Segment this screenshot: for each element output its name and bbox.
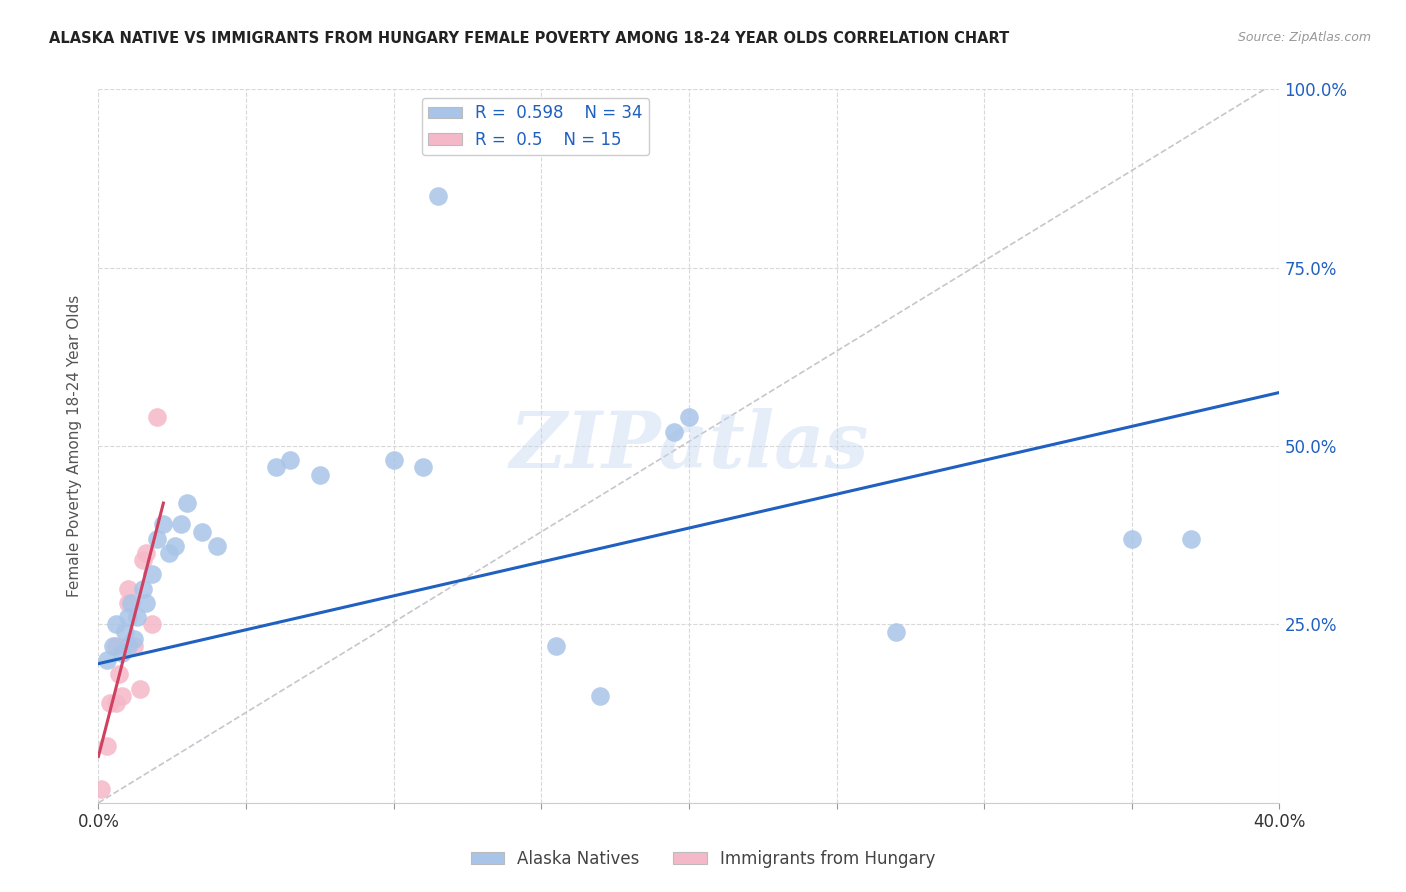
Point (382, 453, 405, 467)
Point (1121, 532, 1143, 546)
Point (146, 410, 169, 425)
Legend: R =  0.598    N = 34, R =  0.5    N = 15: R = 0.598 N = 34, R = 0.5 N = 15 (422, 97, 650, 155)
Text: Source: ZipAtlas.com: Source: ZipAtlas.com (1237, 31, 1371, 45)
Point (111, 646, 134, 660)
Point (152, 517, 174, 532)
Legend: Alaska Natives, Immigrants from Hungary: Alaska Natives, Immigrants from Hungary (464, 844, 942, 875)
Point (664, 425, 686, 439)
Point (111, 689, 134, 703)
Point (146, 532, 169, 546)
Point (678, 410, 700, 425)
Point (122, 632, 145, 646)
Point (117, 596, 139, 610)
Point (264, 460, 287, 475)
Point (96, 653, 118, 667)
Y-axis label: Female Poverty Among 18-24 Year Olds: Female Poverty Among 18-24 Year Olds (67, 295, 83, 597)
Point (128, 681, 150, 696)
Point (98, 696, 121, 710)
Point (157, 546, 180, 560)
Point (132, 582, 155, 596)
Point (309, 467, 332, 482)
Point (108, 667, 131, 681)
Point (191, 524, 214, 539)
Point (90, 781, 112, 796)
Point (170, 517, 193, 532)
Point (105, 617, 128, 632)
Point (135, 546, 157, 560)
Point (135, 596, 157, 610)
Point (165, 539, 187, 553)
Point (546, 639, 568, 653)
Point (280, 453, 302, 467)
Point (114, 624, 136, 639)
Point (205, 539, 228, 553)
Point (884, 624, 907, 639)
Point (427, 189, 450, 203)
Text: ZIPatlas: ZIPatlas (509, 408, 869, 484)
Point (103, 639, 125, 653)
Point (1180, 532, 1202, 546)
Point (589, 689, 612, 703)
Point (117, 582, 139, 596)
Point (96, 739, 118, 753)
Point (176, 496, 198, 510)
Point (132, 553, 155, 567)
Point (125, 610, 148, 624)
Point (412, 460, 434, 475)
Text: ALASKA NATIVE VS IMMIGRANTS FROM HUNGARY FEMALE POVERTY AMONG 18-24 YEAR OLDS CO: ALASKA NATIVE VS IMMIGRANTS FROM HUNGARY… (49, 31, 1010, 46)
Point (117, 639, 139, 653)
Point (120, 596, 142, 610)
Point (141, 617, 163, 632)
Point (122, 639, 145, 653)
Point (105, 696, 128, 710)
Point (117, 610, 139, 624)
Point (105, 639, 128, 653)
Point (141, 567, 163, 582)
